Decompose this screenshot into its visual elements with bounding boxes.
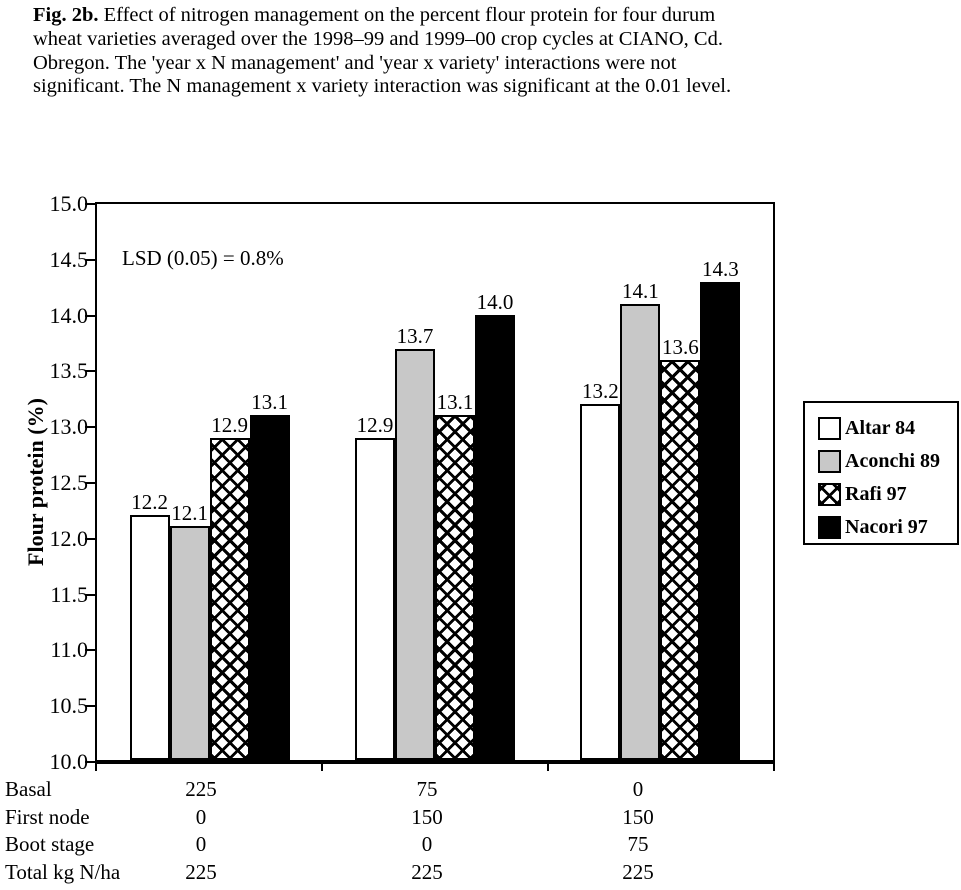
cell-first-node-group1: 0 — [195, 804, 207, 829]
y-tick-label-13.5: 13.5 — [49, 358, 89, 384]
legend-label-rafi-97: Rafi 97 — [845, 483, 907, 505]
row-label-total-kg-n-ha: Total kg N/ha — [5, 859, 121, 884]
value-label-nacori-97-group1: 13.1 — [251, 390, 289, 415]
legend-label-altar-84: Altar 84 — [845, 417, 916, 439]
bar-nacori-97-group1 — [249, 415, 290, 760]
y-tick-mark — [85, 649, 95, 652]
plot-area: LSD (0.05) = 0.8% 12.2 12.9 13.2 12.1 13.7 14… — [95, 202, 775, 764]
y-tick-label-13.0: 13.0 — [49, 414, 89, 440]
caption-line-1: Fig. 2b. Effect of nitrogen management o… — [33, 4, 945, 28]
y-tick-label-14.5: 14.5 — [49, 246, 89, 272]
value-label-nacori-97-group3: 14.3 — [701, 256, 739, 281]
caption-line-1-text: Effect of nitrogen management on the per… — [98, 4, 716, 26]
legend-swatch-rafi-97 — [818, 483, 841, 506]
legend-item-altar-84: Altar 84 — [805, 412, 957, 445]
legend-label-aconchi-89: Aconchi 89 — [845, 450, 940, 472]
y-tick-label-12.5: 12.5 — [49, 470, 89, 495]
y-tick-mark — [85, 314, 95, 317]
table-row-basal: Basal 225 75 0 — [0, 776, 961, 804]
value-label-altar-84-group1: 12.2 — [131, 490, 169, 515]
bar-nacori-97-group3 — [700, 281, 741, 760]
bar-rafi-97-group3 — [660, 359, 701, 760]
bar-rafi-97-group1 — [209, 437, 250, 760]
cell-basal-group1: 225 — [185, 777, 217, 801]
x-tick-mark — [95, 762, 97, 771]
y-tick-mark — [85, 482, 95, 484]
x-tick-mark — [321, 762, 323, 771]
table-row-first-node: First node 0 150 150 — [0, 804, 961, 832]
cell-first-node-group3: 150 — [622, 804, 654, 829]
y-tick-mark — [85, 705, 95, 708]
legend-item-aconchi-89: Aconchi 89 — [805, 445, 957, 478]
y-tick-label-10.0: 10.0 — [49, 749, 89, 774]
table-row-boot-stage: Boot stage 0 0 75 — [0, 831, 961, 859]
legend: Altar 84 Aconchi 89 Rafi 97 Nacori 97 — [803, 401, 959, 545]
y-tick-mark — [85, 593, 95, 596]
value-label-rafi-97-group3: 13.6 — [661, 334, 699, 359]
value-label-nacori-97-group2: 14.0 — [476, 290, 514, 315]
value-label-rafi-97-group1: 12.9 — [211, 412, 249, 437]
bar-altar-84-group3 — [580, 404, 621, 760]
x-tick-mark — [773, 762, 775, 771]
x-tick-mark — [547, 762, 549, 771]
cell-total-kg-n-ha-group3: 225 — [622, 859, 654, 884]
bar-altar-84-group2 — [355, 437, 395, 760]
legend-swatch-aconchi-89 — [818, 450, 841, 473]
value-label-rafi-97-group2: 13.1 — [436, 390, 474, 415]
table-row-total-kg-n-ha: Total kg N/ha 225 225 225 — [0, 859, 961, 887]
legend-item-rafi-97: Rafi 97 — [805, 478, 957, 511]
legend-label-nacori-97: Nacori 97 — [845, 516, 928, 538]
value-label-aconchi-89-group1: 12.1 — [171, 501, 209, 526]
cell-total-kg-n-ha-group2: 225 — [411, 859, 443, 884]
cell-boot-stage-group1: 0 — [195, 832, 207, 857]
y-tick-label-11.5: 11.5 — [50, 581, 88, 607]
cell-boot-stage-group3: 75 — [627, 832, 649, 857]
legend-swatch-altar-84 — [818, 417, 841, 440]
bar-aconchi-89-group2 — [395, 348, 435, 760]
caption-line-4: significant. The N management x variety … — [33, 75, 732, 98]
bar-altar-84-group1 — [129, 515, 170, 760]
y-tick-mark — [85, 258, 95, 261]
lsd-annotation: LSD (0.05) = 0.8% — [122, 246, 284, 270]
bar-nacori-97-group2 — [475, 315, 515, 760]
y-tick-mark — [85, 370, 95, 373]
y-tick-mark — [85, 761, 95, 763]
figure-caption: Fig. 2b. Effect of nitrogen management o… — [33, 4, 945, 99]
legend-swatch-nacori-97 — [818, 516, 841, 539]
row-label-basal: Basal — [5, 777, 52, 801]
value-label-altar-84-group2: 12.9 — [356, 412, 394, 437]
y-tick-label-12.0: 12.0 — [49, 525, 89, 551]
row-label-boot-stage: Boot stage — [5, 832, 95, 857]
value-label-altar-84-group3: 13.2 — [581, 379, 619, 404]
bar-aconchi-89-group3 — [620, 304, 661, 760]
figure-number: Fig. 2b. — [33, 4, 99, 26]
y-tick-label-14.0: 14.0 — [49, 302, 89, 328]
y-tick-label-15.0: 15.0 — [49, 191, 89, 216]
caption-line-3: Obregon. The 'year x N management' and '… — [33, 51, 677, 74]
y-tick-label-10.5: 10.5 — [49, 693, 89, 719]
value-label-aconchi-89-group3: 14.1 — [621, 279, 659, 304]
y-tick-mark — [85, 537, 95, 540]
bar-rafi-97-group2 — [435, 415, 475, 760]
cell-boot-stage-group2: 0 — [421, 832, 433, 857]
value-label-aconchi-89-group2: 13.7 — [396, 323, 434, 348]
cell-basal-group2: 75 — [416, 777, 438, 801]
caption-line-2: wheat varieties averaged over the 1998–9… — [33, 27, 723, 50]
y-tick-mark — [85, 426, 95, 429]
y-tick-mark — [85, 203, 95, 205]
bar-aconchi-89-group1 — [169, 526, 210, 760]
cell-basal-group3: 0 — [632, 777, 644, 801]
cell-first-node-group2: 150 — [411, 804, 443, 829]
row-label-first-node: First node — [5, 804, 90, 829]
legend-item-nacori-97: Nacori 97 — [805, 511, 957, 544]
cell-total-kg-n-ha-group1: 225 — [185, 859, 217, 884]
nitrogen-table: Basal 225 75 0 First node 0 150 150 Boot stage 0 0… — [0, 776, 961, 886]
y-tick-label-11.0: 11.0 — [50, 637, 88, 663]
